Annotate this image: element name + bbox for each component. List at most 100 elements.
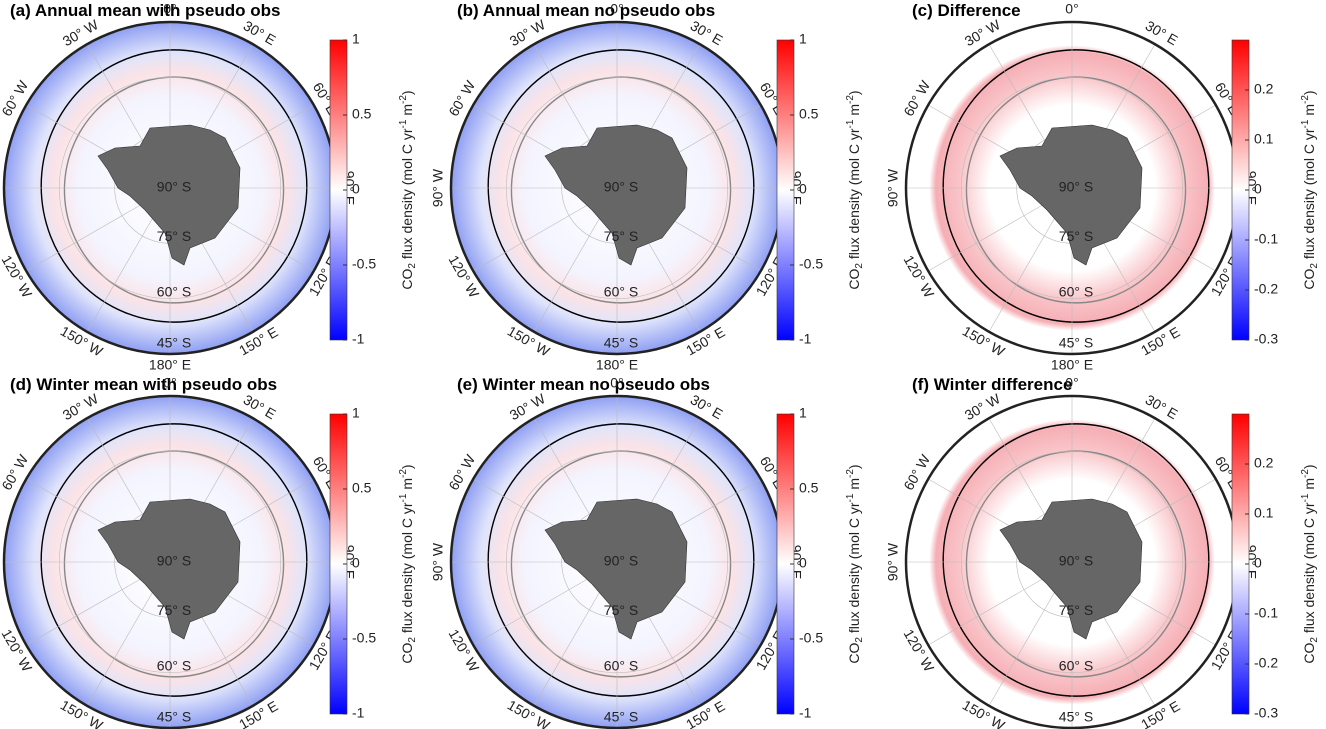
longitude-label: 0°: [1065, 1, 1078, 17]
colorbar-label: CO2 flux density (mol C yr-1 m-2): [845, 464, 865, 663]
colorbar-label-part: flux density (mol C yr: [846, 128, 862, 263]
panel: (a) Annual mean with pseudo obs 90° S 75° …: [0, 1, 418, 373]
latitude-label: 45° S: [157, 335, 191, 351]
front-outer: [942, 49, 1210, 323]
antarctica: [544, 498, 688, 640]
colorbar-label-part: -2: [1300, 95, 1311, 104]
latitude-label: 60° S: [1059, 657, 1093, 673]
panel-title: (c) Difference: [912, 1, 1021, 20]
colorbar-tick-label: 0.5: [799, 480, 819, 496]
colorbar-label-part: -1: [398, 119, 409, 128]
colorbar-label-part: -1: [845, 119, 856, 128]
colorbar-tick-label: -0.1: [1254, 231, 1278, 247]
colorbar-tick-label: 1: [799, 31, 807, 47]
colorbar-label-part: CO: [1301, 642, 1317, 663]
colorbar-label-part: 2: [854, 637, 865, 643]
colorbar-label-part: flux density (mol C yr: [399, 502, 415, 637]
colorbar-tick-label: 0.5: [352, 480, 372, 496]
colorbar-label-part: flux density (mol C yr: [846, 502, 862, 637]
colorbar-tick-label: -0.2: [1254, 655, 1278, 671]
colorbar-label-part: 2: [1309, 637, 1320, 643]
colorbar-tick-label: -0.5: [352, 256, 376, 272]
colorbar-tick-label: 0: [799, 555, 807, 571]
colorbar-label-part: -2: [845, 469, 856, 478]
latitude-label: 90° S: [1059, 179, 1093, 195]
latitude-label: 45° S: [604, 709, 638, 725]
panel-title: (e) Winter mean no pseudo obs: [457, 375, 710, 394]
colorbar-tick-label: 0: [799, 181, 807, 197]
front-outer: [487, 423, 755, 697]
colorbar-label-part: -1: [398, 493, 409, 502]
latitude-label: 60° S: [157, 283, 191, 299]
colorbar-tick-label: -0.3: [1254, 705, 1278, 721]
latitude-label: 75° S: [604, 228, 638, 244]
antarctica: [999, 498, 1143, 640]
panel: (e) Winter mean no pseudo obs 90° S 75° S 6…: [430, 375, 865, 729]
colorbar-tick-label: -1: [352, 331, 365, 347]
front-outer: [487, 49, 755, 323]
colorbar-label-part: ): [1301, 90, 1317, 95]
antarctica: [97, 498, 241, 640]
colorbar-label-part: -1: [845, 493, 856, 502]
colorbar-label-part: 2: [854, 263, 865, 269]
latitude-label: 90° S: [157, 179, 191, 195]
colorbar-label-part: ): [399, 90, 415, 95]
colorbar-label-part: ): [399, 464, 415, 469]
colorbar-label-part: 2: [1309, 263, 1320, 269]
colorbar-label: CO2 flux density (mol C yr-1 m-2): [845, 90, 865, 289]
colorbar-tick-label: 0: [1254, 555, 1262, 571]
colorbar-tick-label: -1: [352, 705, 365, 721]
antarctica: [544, 124, 688, 266]
colorbar-tick-label: 0.1: [1254, 505, 1274, 521]
front-outer: [40, 423, 308, 697]
longitude-label: 0°: [163, 375, 176, 391]
colorbar-tick-label: -0.5: [799, 630, 823, 646]
latitude-label: 75° S: [1059, 228, 1093, 244]
colorbar-label-part: 2: [407, 263, 418, 269]
latitude-label: 90° S: [604, 553, 638, 569]
panel-title: (a) Annual mean with pseudo obs: [10, 1, 280, 20]
latitude-label: 60° S: [157, 657, 191, 673]
colorbar-label-part: m: [846, 478, 862, 494]
latitude-label: 60° S: [1059, 283, 1093, 299]
latitude-label: 90° S: [157, 553, 191, 569]
colorbar-label-part: 2: [407, 637, 418, 643]
longitude-label: 180° E: [149, 357, 191, 373]
colorbar-tick-label: -0.3: [1254, 331, 1278, 347]
colorbar-tick-label: -1: [799, 331, 812, 347]
colorbar-tick-label: 0: [352, 181, 360, 197]
longitude-label: 180° E: [596, 357, 638, 373]
panel-title: (f) Winter difference: [912, 375, 1072, 394]
colorbar-label-part: CO: [846, 268, 862, 289]
colorbar-tick-label: 0.5: [352, 106, 372, 122]
colorbar-label-part: ): [846, 464, 862, 469]
colorbar-tick-label: 0.2: [1254, 81, 1274, 97]
antarctica: [97, 124, 241, 266]
colorbar-label-part: -2: [1300, 469, 1311, 478]
colorbar-label-part: m: [399, 478, 415, 494]
colorbar-label-part: m: [1301, 104, 1317, 120]
colorbar-label-part: flux density (mol C yr: [1301, 128, 1317, 263]
front-outer: [942, 423, 1210, 697]
latitude-label: 75° S: [1059, 602, 1093, 618]
colorbar-tick-label: -0.5: [352, 630, 376, 646]
latitude-label: 45° S: [157, 709, 191, 725]
colorbar-tick-label: 1: [352, 31, 360, 47]
colorbar-label-part: ): [846, 90, 862, 95]
colorbar-label-part: m: [1301, 478, 1317, 494]
colorbar-label-part: -2: [398, 469, 409, 478]
colorbar-tick-label: 0.2: [1254, 455, 1274, 471]
longitude-label: 0°: [610, 1, 623, 17]
longitude-label: 0°: [610, 375, 623, 391]
longitude-label: 90° W: [430, 168, 446, 207]
colorbar-tick-label: 0: [1254, 181, 1262, 197]
latitude-label: 90° S: [1059, 553, 1093, 569]
panel-title: (d) Winter mean with pseudo obs: [10, 375, 277, 394]
colorbar-label-part: m: [399, 104, 415, 120]
longitude-label: 0°: [1065, 375, 1078, 391]
colorbar-tick-label: 1: [799, 405, 807, 421]
colorbar-label-part: -1: [1300, 493, 1311, 502]
colorbar-label: CO2 flux density (mol C yr-1 m-2): [398, 464, 418, 663]
colorbar-label-part: CO: [1301, 268, 1317, 289]
